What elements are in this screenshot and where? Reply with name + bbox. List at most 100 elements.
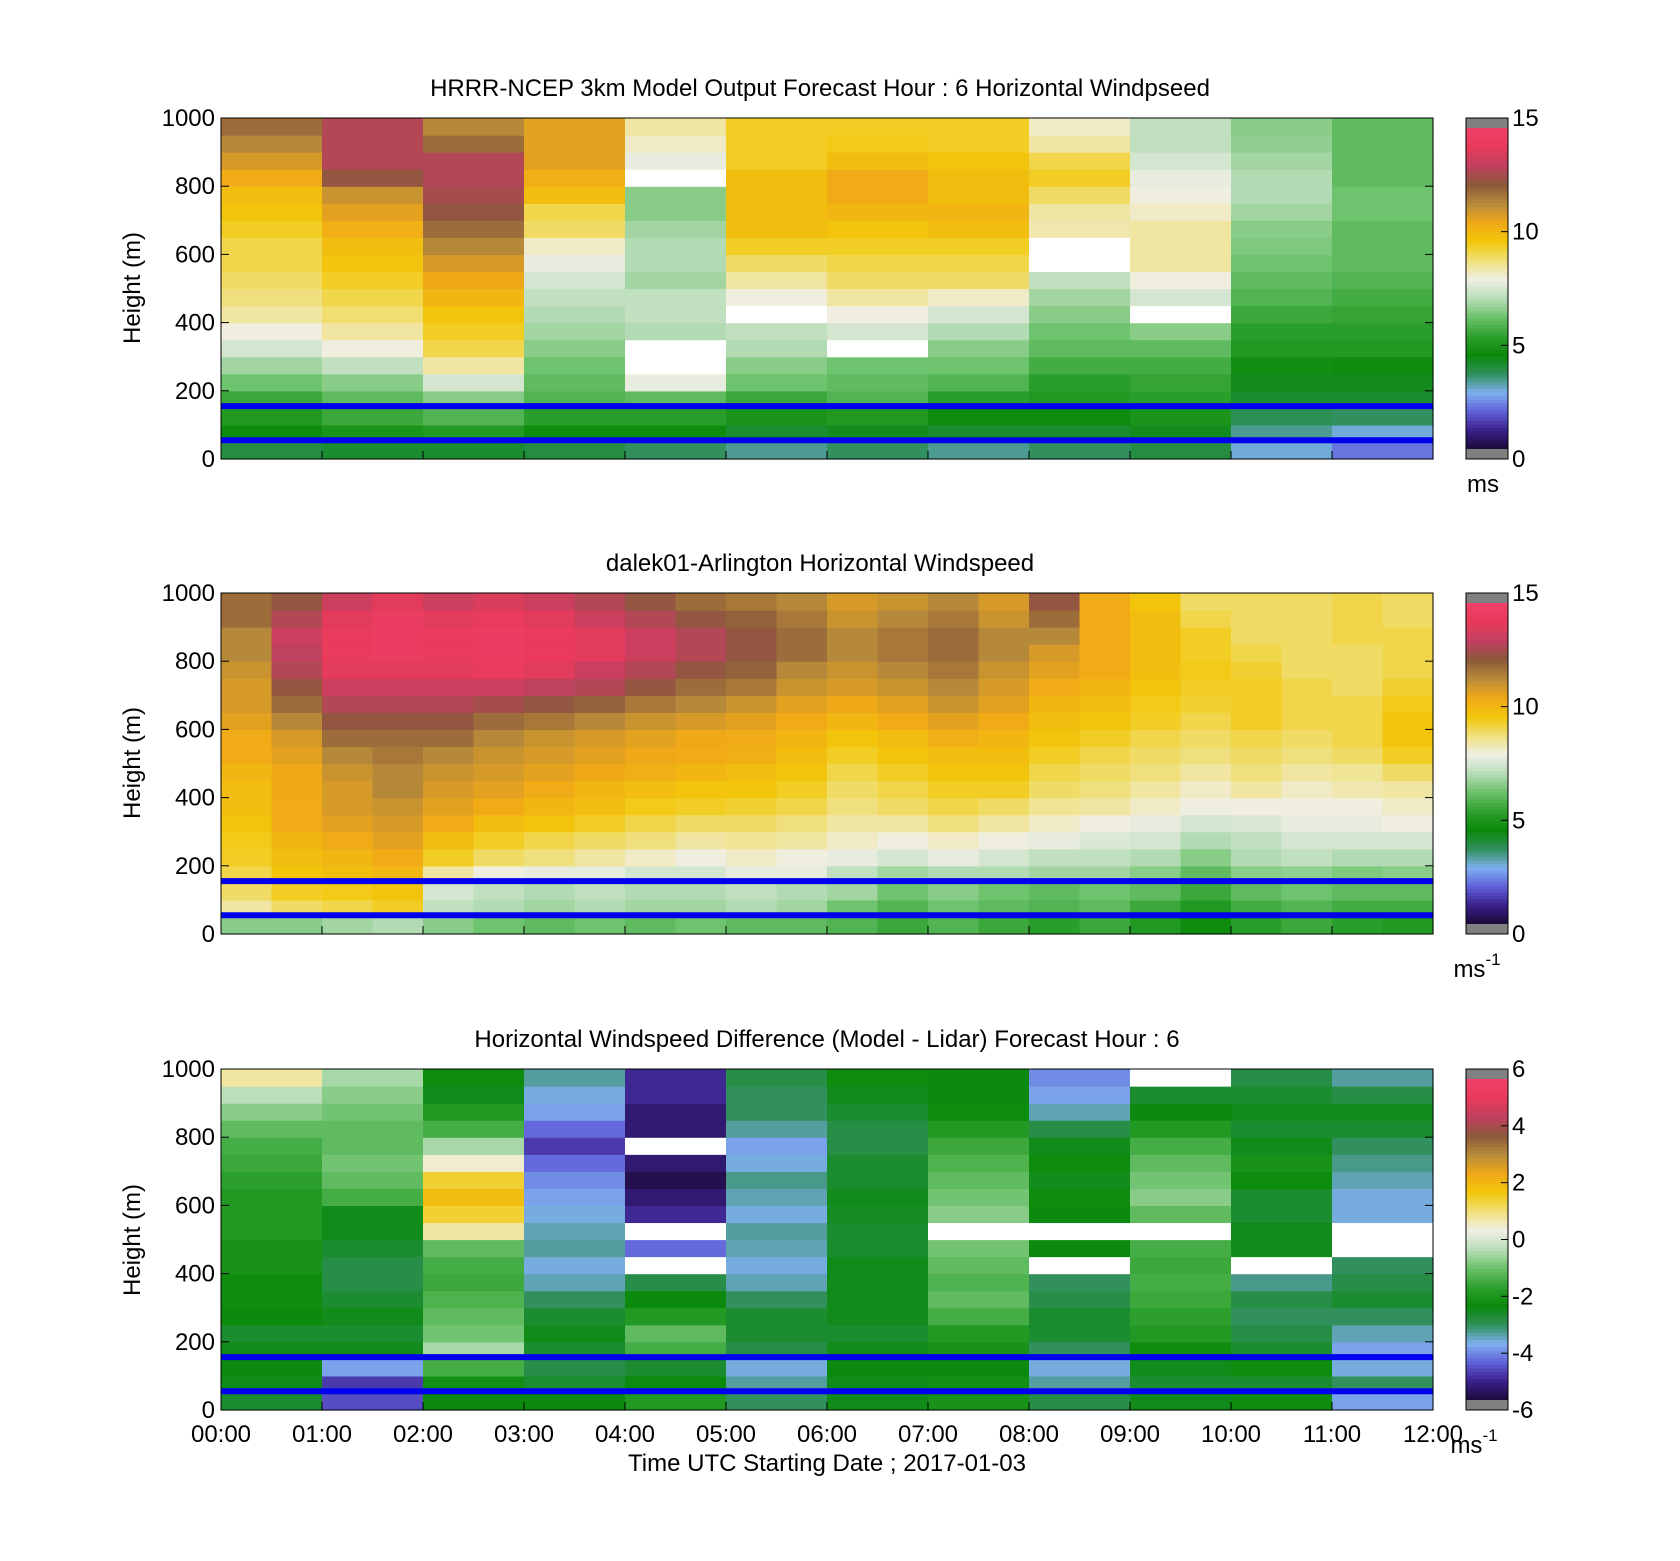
colorbar-swatch [1466, 331, 1508, 336]
heatmap-cell [271, 916, 323, 935]
heatmap-cell [928, 712, 980, 730]
heatmap-cell [1079, 780, 1131, 799]
heatmap-cell [928, 1222, 1030, 1241]
heatmap-cell [221, 1205, 323, 1224]
heatmap-cell [625, 152, 727, 170]
colorbar-swatch [1466, 1153, 1508, 1159]
heatmap-cell [1180, 916, 1232, 935]
heatmap-cell [1180, 763, 1232, 782]
heatmap-cell [221, 1154, 323, 1172]
heatmap-cell [423, 135, 525, 153]
x-tick-label: 00:00 [191, 1421, 251, 1448]
heatmap-cell [1130, 678, 1182, 696]
heatmap-cell [726, 220, 828, 238]
heatmap-cell [1130, 305, 1232, 324]
heatmap-cell [372, 661, 424, 679]
panel-diff-xlabel: Time UTC Starting Date ; 2017-01-03 [628, 1450, 1026, 1477]
colorbar-swatch [1466, 1293, 1508, 1298]
heatmap-cell [221, 152, 323, 170]
heatmap-cell [1130, 712, 1182, 730]
heatmap-cell [574, 593, 626, 611]
heatmap-cell [827, 441, 929, 460]
heatmap-cell [625, 1324, 727, 1343]
colorbar-cap-top [1466, 1069, 1508, 1079]
heatmap-cell [271, 627, 323, 645]
colorbar-swatch [1466, 270, 1508, 275]
heatmap-cell [827, 763, 879, 782]
heatmap-cell [221, 169, 323, 187]
heatmap-cell [1180, 848, 1232, 867]
heatmap-cell [1231, 1392, 1333, 1411]
heatmap-cell [1332, 916, 1384, 935]
heatmap-cell [1332, 1188, 1434, 1206]
heatmap-cell [726, 627, 778, 645]
heatmap-cell [322, 797, 374, 816]
colorbar-swatch [1466, 859, 1508, 864]
heatmap-cell [524, 712, 576, 730]
heatmap-cell [928, 135, 1030, 153]
heatmap-cell [928, 186, 1030, 204]
heatmap-cell [221, 593, 273, 611]
colorbar-swatch [1466, 670, 1508, 675]
colorbar-swatch [1466, 745, 1508, 750]
heatmap-cell [423, 746, 475, 765]
heatmap-cell [625, 1069, 727, 1087]
heatmap-cell [322, 678, 374, 696]
heatmap-cell [423, 1120, 525, 1138]
heatmap-cell [726, 1222, 828, 1241]
heatmap-cell [221, 678, 273, 696]
heatmap-cell [423, 1103, 525, 1121]
heatmap-cell [978, 780, 1030, 799]
colorbar-swatch [1466, 1300, 1508, 1305]
colorbar-swatch [1466, 374, 1508, 379]
colorbar-swatch [1466, 767, 1508, 772]
heatmap-cell [473, 729, 525, 748]
colorbar-swatch [1466, 388, 1508, 393]
heatmap-cell [271, 712, 323, 730]
heatmap-cell [625, 814, 677, 833]
heatmap-cell [1130, 237, 1232, 255]
heatmap-cell [675, 797, 727, 816]
colorbar-swatch [1466, 1268, 1508, 1273]
heatmap-cell [1079, 848, 1131, 867]
colorbar-swatch [1466, 645, 1508, 650]
heatmap-cell [524, 1120, 626, 1138]
colorbar-swatch [1466, 1168, 1508, 1173]
colorbar-swatch [1466, 1328, 1508, 1333]
heatmap-cell [1029, 882, 1081, 901]
heatmap-cell [524, 1290, 626, 1309]
heatmap-cell [928, 152, 1030, 170]
heatmap-cell [221, 661, 273, 679]
heatmap-cell [322, 1256, 424, 1275]
heatmap-cell [827, 729, 879, 748]
colorbar-swatch [1466, 1171, 1508, 1176]
y-tick-label: 1000 [162, 1056, 215, 1083]
colorbar-swatch [1466, 909, 1508, 914]
heatmap-cell [423, 780, 475, 799]
heatmap-cell [978, 814, 1030, 833]
heatmap-cell [473, 695, 525, 713]
y-tick-label: 200 [175, 1329, 215, 1356]
heatmap-cell [726, 678, 778, 696]
heatmap-cell [423, 305, 525, 324]
heatmap-cell [524, 1069, 626, 1087]
panel-diff-colorbar-unit: ms-1 [1450, 1426, 1497, 1459]
colorbar-swatch [1466, 427, 1508, 432]
heatmap-cell [322, 322, 424, 341]
colorbar-swatch [1466, 1136, 1508, 1141]
heatmap-cell [221, 644, 273, 662]
heatmap-cell [928, 797, 980, 816]
heatmap-cell [1231, 373, 1333, 392]
heatmap-cell [322, 152, 424, 170]
colorbar-swatch [1466, 699, 1508, 704]
heatmap-cell [625, 1239, 727, 1258]
heatmap-cell [625, 661, 677, 679]
heatmap-cell [524, 1205, 626, 1224]
heatmap-cell [928, 1069, 1030, 1087]
heatmap-cell [221, 695, 273, 713]
heatmap-cell [271, 746, 323, 765]
heatmap-cell [1029, 339, 1131, 358]
heatmap-cell [574, 746, 626, 765]
colorbar-swatch [1466, 738, 1508, 743]
heatmap-cell [827, 916, 879, 935]
